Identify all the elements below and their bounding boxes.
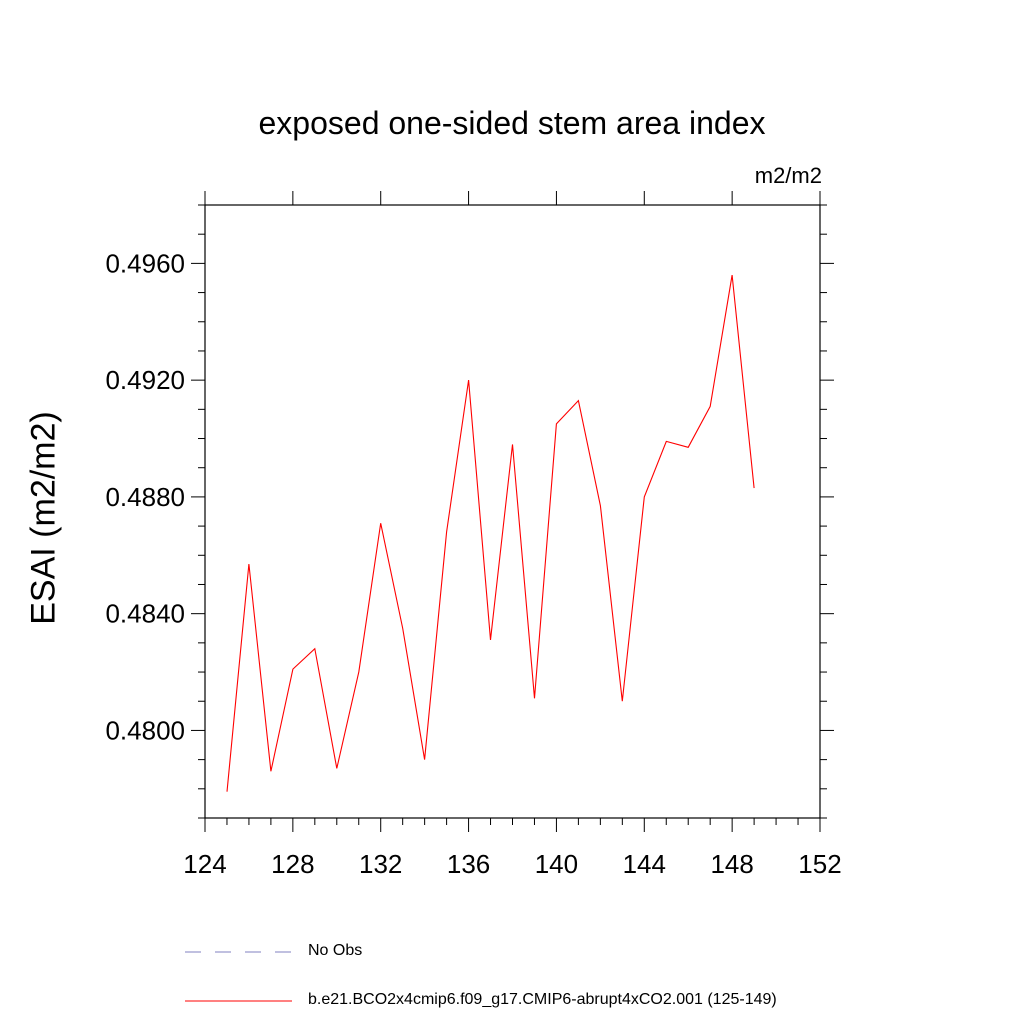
y-tick-label: 0.4960 [105, 248, 185, 278]
chart-title: exposed one-sided stem area index [258, 105, 766, 141]
y-tick-label: 0.4800 [105, 715, 185, 745]
x-tick-label: 148 [710, 849, 753, 879]
units-label: m2/m2 [754, 163, 822, 188]
series-line [226, 275, 755, 792]
y-tick-label: 0.4840 [105, 599, 185, 629]
x-tick-label: 136 [447, 849, 490, 879]
legend-label-no-obs: No Obs [308, 942, 363, 959]
plot-frame [204, 204, 821, 819]
x-tick-label: 132 [359, 849, 402, 879]
legend-label-series: b.e21.BCO2x4cmip6.f09_g17.CMIP6-abrupt4x… [308, 991, 777, 1008]
x-tick-label: 144 [623, 849, 666, 879]
y-tick-label: 0.4920 [105, 365, 185, 395]
x-tick-label: 140 [535, 849, 578, 879]
x-tick-label: 128 [271, 849, 314, 879]
y-tick-label: 0.4880 [105, 482, 185, 512]
x-tick-label: 124 [183, 849, 226, 879]
x-tick-label: 152 [798, 849, 841, 879]
